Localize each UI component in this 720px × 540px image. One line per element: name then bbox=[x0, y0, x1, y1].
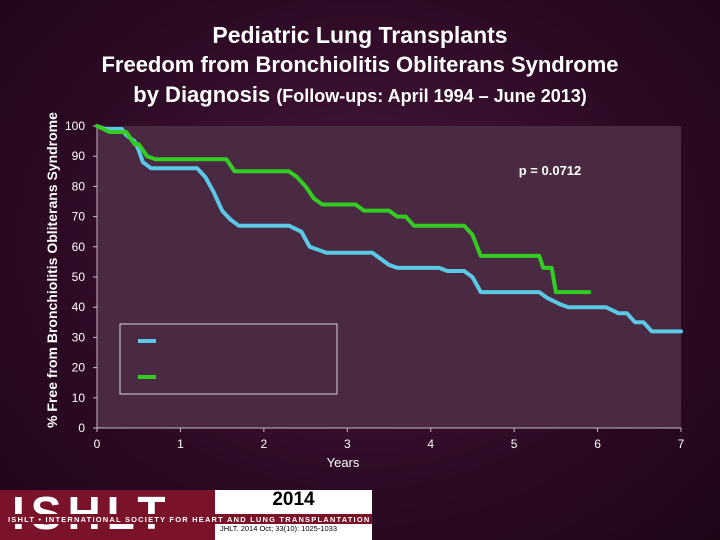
ishlt-logo: ISHLT 2014 JHLT. 2014 Oct; 33(10): 1025-… bbox=[0, 489, 372, 540]
subtitle-main-text: by Diagnosis bbox=[133, 82, 271, 107]
y-tick-label: 20 bbox=[72, 361, 86, 375]
logo-strip-text: ISHLT • INTERNATIONAL SOCIETY FOR HEART … bbox=[8, 515, 371, 524]
series-line-2 bbox=[95, 124, 592, 295]
x-tick-label: 7 bbox=[678, 437, 685, 451]
y-tick-label: 10 bbox=[72, 391, 86, 405]
chart-subtitle-line2: by Diagnosis (Follow-ups: April 1994 – J… bbox=[0, 82, 720, 108]
x-tick-label: 3 bbox=[344, 437, 351, 451]
y-tick-label: 0 bbox=[78, 421, 85, 435]
y-tick-label: 80 bbox=[72, 179, 86, 193]
logo-year-strip bbox=[215, 514, 372, 524]
x-tick-label: 5 bbox=[511, 437, 518, 451]
y-tick-label: 100 bbox=[65, 119, 85, 133]
legend-box bbox=[119, 323, 338, 395]
x-tick-label: 4 bbox=[427, 437, 434, 451]
logo-year: 2014 bbox=[272, 489, 315, 510]
chart-title: Pediatric Lung Transplants bbox=[212, 22, 508, 48]
x-tick-label: 0 bbox=[94, 437, 101, 451]
logo-strip bbox=[0, 514, 372, 524]
y-tick-label: 50 bbox=[72, 270, 86, 284]
p-value-annotation: p = 0.0712 bbox=[519, 163, 582, 178]
y-tick-label: 70 bbox=[72, 210, 86, 224]
citation-text: JHLT. 2014 Oct; 33(10): 1025-1033 bbox=[220, 524, 338, 533]
x-axis-label: Years bbox=[327, 455, 360, 470]
y-tick-label: 60 bbox=[72, 240, 86, 254]
y-tick-label: 40 bbox=[72, 300, 86, 314]
x-tick-label: 2 bbox=[261, 437, 268, 451]
logo-year-panel: 2014 JHLT. 2014 Oct; 33(10): 1025-1033 bbox=[215, 489, 372, 540]
y-tick-label: 90 bbox=[72, 149, 86, 163]
chart-subtitle: Freedom from Bronchiolitis Obliterans Sy… bbox=[101, 52, 619, 77]
survival-chart: 0 10 20 30 40 50 60 70 80 90 100 0 1 2 3 4 5 6 7 Years p = 0… bbox=[65, 119, 685, 470]
followup-range-text: (Follow-ups: April 1994 – June 2013) bbox=[276, 86, 587, 106]
y-tick-label: 30 bbox=[72, 330, 86, 344]
x-tick-label: 1 bbox=[177, 437, 184, 451]
x-tick-label: 6 bbox=[594, 437, 601, 451]
series-line-1 bbox=[95, 124, 683, 334]
